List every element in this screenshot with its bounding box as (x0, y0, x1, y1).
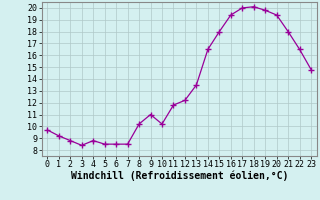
X-axis label: Windchill (Refroidissement éolien,°C): Windchill (Refroidissement éolien,°C) (70, 171, 288, 181)
